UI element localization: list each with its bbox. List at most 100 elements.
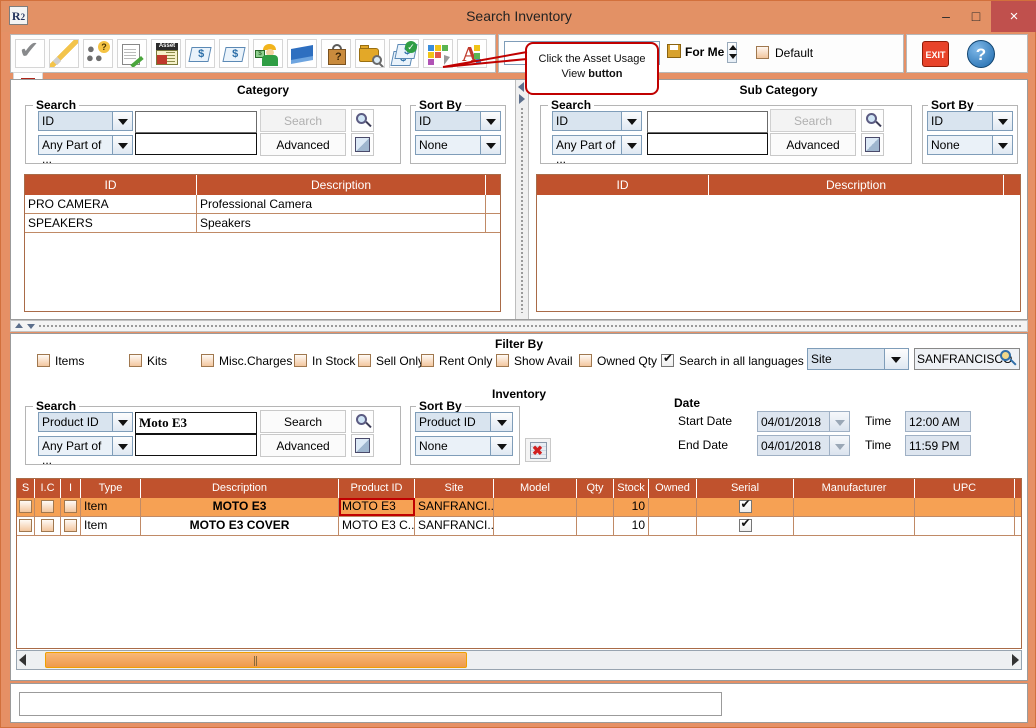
results-col-ic[interactable]: I.C bbox=[35, 479, 61, 498]
category-sort-primary[interactable]: ID bbox=[415, 111, 481, 131]
notepad-edit-button[interactable] bbox=[117, 39, 147, 68]
tag-approved-button[interactable]: ✓ bbox=[389, 39, 419, 68]
subcategory-match-select[interactable]: Any Part of ... bbox=[552, 135, 622, 166]
checkbox-box[interactable] bbox=[496, 354, 509, 367]
splitter-right-arrow-icon[interactable] bbox=[519, 94, 525, 104]
category-match-dropdown[interactable] bbox=[113, 135, 133, 155]
row-checkbox-i[interactable] bbox=[64, 500, 77, 513]
clear-grid-button[interactable]: ✖ bbox=[525, 438, 551, 462]
cell-description[interactable]: MOTO E3 COVER bbox=[141, 517, 339, 535]
maximize-button[interactable] bbox=[961, 1, 991, 32]
cell-ic[interactable] bbox=[35, 498, 61, 516]
category-field-input[interactable] bbox=[135, 111, 257, 133]
subcategory-col-id[interactable]: ID bbox=[537, 175, 709, 195]
horizontal-splitter[interactable] bbox=[515, 80, 529, 319]
cell-stock[interactable]: 10 bbox=[614, 498, 649, 516]
start-time-input[interactable]: 12:00 AM bbox=[905, 411, 971, 432]
cell-qty[interactable] bbox=[577, 517, 614, 535]
subcategory-sort-secondary-dropdown[interactable] bbox=[993, 135, 1013, 155]
cell-site[interactable]: SANFRANCI... bbox=[415, 517, 494, 535]
category-sort-secondary[interactable]: None bbox=[415, 135, 481, 155]
cell-upc[interactable] bbox=[915, 517, 1015, 535]
cell-owned[interactable] bbox=[649, 517, 697, 535]
checkbox-box[interactable] bbox=[201, 354, 214, 367]
cell-description[interactable]: Speakers bbox=[197, 214, 486, 232]
price-tag-alt-button[interactable] bbox=[219, 39, 249, 68]
category-advanced-icon-button[interactable] bbox=[351, 133, 374, 156]
filter-checkbox-misc-charges[interactable]: Misc.Charges bbox=[201, 354, 292, 368]
table-row[interactable]: PRO CAMERA Professional Camera bbox=[25, 195, 500, 214]
cell-serial[interactable]: ✔ bbox=[697, 498, 794, 516]
blue-book-button[interactable] bbox=[287, 39, 317, 68]
scroll-left-arrow-icon[interactable] bbox=[19, 654, 26, 666]
subcategory-field-select[interactable]: ID bbox=[552, 111, 622, 131]
category-match-select[interactable]: Any Part of ... bbox=[38, 135, 113, 166]
checkbox-box[interactable]: ✔ bbox=[661, 351, 674, 367]
row-checkbox-serial[interactable]: ✔ bbox=[738, 517, 752, 532]
cell-upc[interactable] bbox=[915, 498, 1015, 516]
close-button[interactable] bbox=[991, 1, 1036, 32]
results-col-qty[interactable]: Qty bbox=[577, 479, 614, 498]
cell-id[interactable]: PRO CAMERA bbox=[25, 195, 197, 213]
inventory-field-dropdown[interactable] bbox=[113, 412, 133, 432]
results-col-description[interactable]: Description bbox=[141, 479, 339, 498]
results-col-s[interactable]: S bbox=[17, 479, 35, 498]
row-checkbox-ic[interactable] bbox=[41, 519, 54, 532]
start-date-input[interactable]: 04/01/2018 bbox=[757, 411, 830, 432]
results-col-manufacturer[interactable]: Manufacturer bbox=[794, 479, 915, 498]
cell-qty[interactable] bbox=[577, 498, 614, 516]
inventory-match-input[interactable] bbox=[135, 434, 257, 456]
category-search-button[interactable]: Search bbox=[260, 109, 346, 132]
default-checkbox[interactable] bbox=[756, 46, 769, 59]
subcategory-col-description[interactable]: Description bbox=[709, 175, 1004, 195]
table-row[interactable]: SPEAKERS Speakers bbox=[25, 214, 500, 233]
inventory-field-select[interactable]: Product ID bbox=[38, 412, 113, 432]
category-field-dropdown[interactable] bbox=[113, 111, 133, 131]
inventory-field-input[interactable]: Moto E3 bbox=[135, 412, 257, 434]
checkbox-box[interactable] bbox=[421, 354, 434, 367]
accept-icon-button[interactable] bbox=[15, 39, 45, 68]
package-question-button[interactable] bbox=[321, 39, 351, 68]
splitter-up-arrow-icon[interactable] bbox=[15, 323, 23, 328]
results-col-upc[interactable]: UPC bbox=[915, 479, 1015, 498]
scroll-thumb[interactable] bbox=[45, 652, 467, 668]
end-date-dropdown[interactable] bbox=[830, 435, 850, 456]
category-search-icon-button[interactable] bbox=[351, 109, 374, 132]
cell-stock[interactable]: 10 bbox=[614, 517, 649, 535]
checkbox-box[interactable] bbox=[579, 354, 592, 367]
filter-checkbox-sell-only[interactable]: Sell Only bbox=[358, 354, 424, 368]
checkbox-box[interactable] bbox=[294, 354, 307, 367]
results-col-i[interactable]: I bbox=[61, 479, 81, 498]
subcategory-field-dropdown[interactable] bbox=[622, 111, 642, 131]
cell-id[interactable]: SPEAKERS bbox=[25, 214, 197, 232]
cell-i[interactable] bbox=[61, 498, 81, 516]
results-col-owned[interactable]: Owned bbox=[649, 479, 697, 498]
results-col-stock[interactable]: Stock bbox=[614, 479, 649, 498]
filter-checkbox-items[interactable]: Items bbox=[37, 354, 84, 368]
subcategory-sort-secondary[interactable]: None bbox=[927, 135, 993, 155]
edit-pencil-button[interactable] bbox=[49, 39, 79, 68]
cell-manufacturer[interactable] bbox=[794, 517, 915, 535]
filter-checkbox-kits[interactable]: Kits bbox=[129, 354, 167, 368]
site-filter-select[interactable]: Site bbox=[807, 348, 885, 370]
subcategory-search-icon-button[interactable] bbox=[861, 109, 884, 132]
splitter-left-arrow-icon[interactable] bbox=[518, 82, 524, 92]
inventory-search-button[interactable]: Search bbox=[260, 410, 346, 433]
exit-button[interactable]: EXIT bbox=[922, 41, 949, 67]
row-checkbox-i[interactable] bbox=[64, 519, 77, 532]
folder-search-button[interactable] bbox=[355, 39, 385, 68]
inventory-advanced-icon-button[interactable] bbox=[351, 434, 374, 457]
scroll-right-arrow-icon[interactable] bbox=[1012, 654, 1019, 666]
inventory-search-icon-button[interactable] bbox=[351, 410, 374, 433]
results-col-model[interactable]: Model bbox=[494, 479, 577, 498]
cell-i[interactable] bbox=[61, 517, 81, 535]
cell-manufacturer[interactable] bbox=[794, 498, 915, 516]
results-col-product_id[interactable]: Product ID bbox=[339, 479, 415, 498]
row-checkbox-s[interactable] bbox=[19, 519, 32, 532]
category-field-select[interactable]: ID bbox=[38, 111, 113, 131]
cell-description[interactable]: Professional Camera bbox=[197, 195, 486, 213]
row-checkbox-serial[interactable]: ✔ bbox=[738, 498, 752, 513]
inventory-match-dropdown[interactable] bbox=[113, 436, 133, 456]
filter-checkbox-in-stock[interactable]: In Stock bbox=[294, 354, 355, 368]
save-view-button[interactable] bbox=[667, 40, 681, 65]
